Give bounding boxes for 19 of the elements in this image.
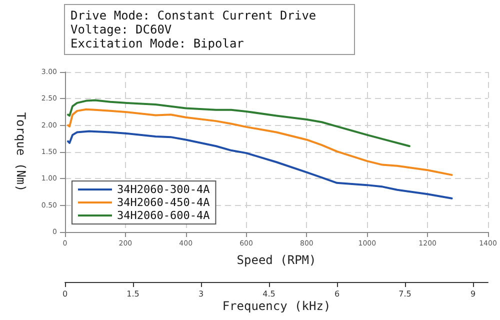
x2-tick-label: 7.5 [398, 290, 412, 298]
x2-tick-label: 4.5 [262, 290, 276, 298]
text: Drive Mode: Constant Current Drive [70, 8, 316, 22]
line-series [67, 130, 453, 200]
x2-tick-label: 0 [62, 290, 68, 298]
line-series [67, 108, 453, 176]
x2-tick-label: 6 [334, 290, 340, 298]
x-axis-title: Speed (RPM) [236, 253, 316, 267]
x2-axis-title: Frequency (kHz) [222, 299, 331, 313]
text: Excitation Mode: Bipolar [70, 36, 244, 50]
line-series [67, 99, 410, 148]
x2-tick-label: 9 [470, 290, 476, 298]
y-axis-title: Torque (Nm) [14, 112, 28, 192]
x2-tick-label: 3 [198, 290, 204, 298]
x2-tick-label: 1.5 [126, 290, 140, 298]
legend-label: 34H2060-600-4A [117, 209, 210, 222]
text: Voltage: DC60V [70, 22, 172, 36]
legend-label: 34H2060-300-4A [117, 183, 210, 196]
legend-label: 34H2060-450-4A [117, 196, 210, 209]
